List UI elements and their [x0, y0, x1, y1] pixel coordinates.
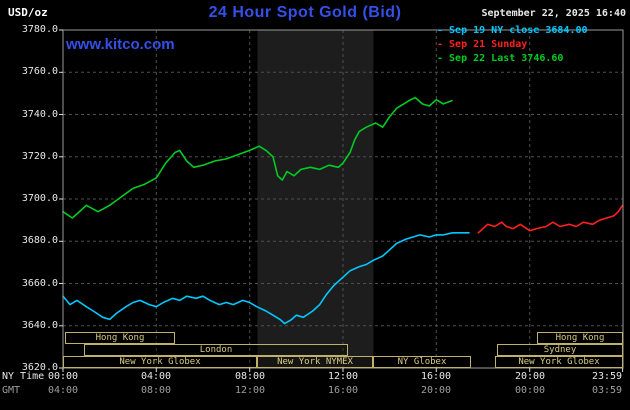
price-series-2	[62, 96, 453, 219]
legend: - Sep 19 NY close 3684.00 - Sep 21 Sunday…	[437, 24, 588, 66]
gmt-axis-caption: GMT	[2, 385, 21, 396]
price-series-0	[62, 232, 470, 325]
chart-datetime: September 22, 2025 16:40	[481, 8, 627, 19]
price-series-1	[477, 204, 624, 234]
kitco-website-link[interactable]: www.kitco.com	[66, 36, 175, 53]
legend-item: - Sep 22 Last 3746.60	[437, 53, 564, 64]
legend-item: - Sep 19 NY close 3684.00	[437, 25, 588, 36]
price-units-label: USD/oz	[8, 6, 48, 19]
ny-time-axis-caption: NY Time	[2, 371, 45, 382]
chart-title: 24 Hour Spot Gold (Bid)	[208, 4, 402, 21]
legend-item: - Sep 21 Sunday	[437, 39, 528, 50]
